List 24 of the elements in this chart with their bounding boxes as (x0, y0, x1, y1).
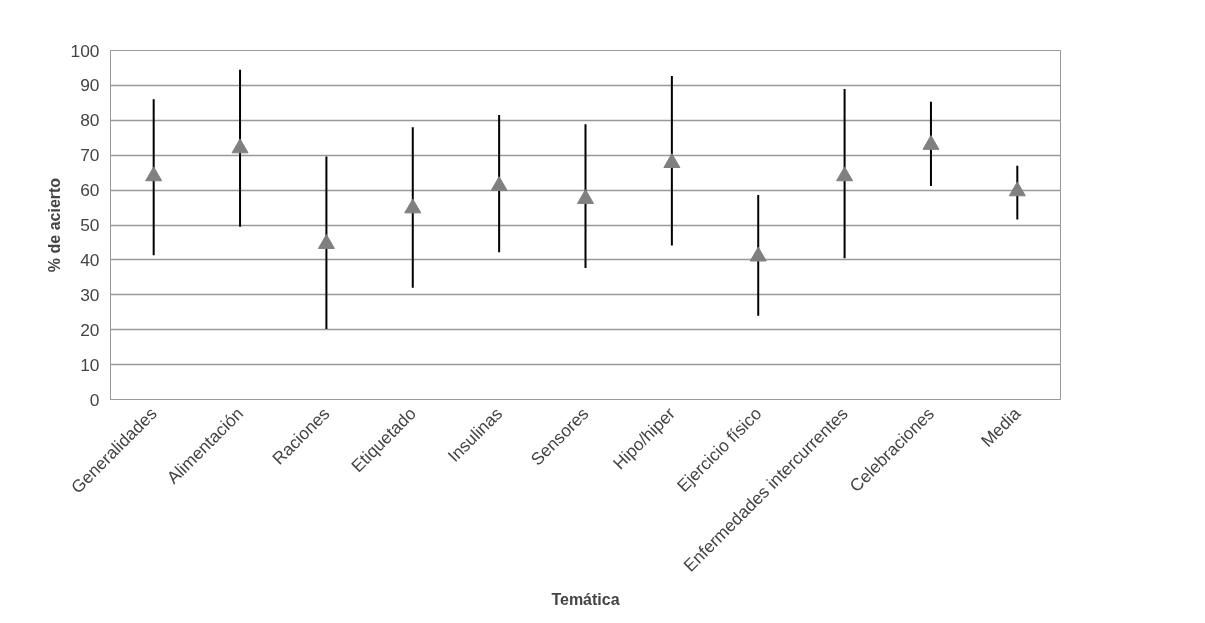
point (490, 176, 508, 192)
x-axis-title: Temática (551, 590, 620, 608)
point (577, 189, 594, 204)
point (922, 134, 940, 150)
point (317, 234, 335, 249)
y-tick-label: 30 (80, 284, 100, 305)
y-axis-title: % de acierto (45, 177, 63, 273)
y-tick-label: 40 (80, 249, 100, 270)
y-tick-label: 90 (80, 75, 100, 96)
point (836, 166, 854, 182)
y-tick-label: 100 (70, 40, 100, 61)
point (663, 153, 681, 168)
y-tick-label: 50 (80, 215, 100, 235)
y-tick-label: 10 (80, 354, 100, 375)
y-tick-label: 20 (80, 319, 100, 340)
y-tick-label: 80 (80, 110, 100, 131)
point (231, 138, 249, 154)
y-tick-label: 60 (80, 180, 100, 201)
point (145, 166, 163, 182)
point (404, 198, 422, 214)
point (1008, 181, 1026, 197)
y-tick-label: 70 (80, 145, 100, 166)
y-tick-label: 0 (89, 389, 100, 410)
point (749, 246, 767, 262)
